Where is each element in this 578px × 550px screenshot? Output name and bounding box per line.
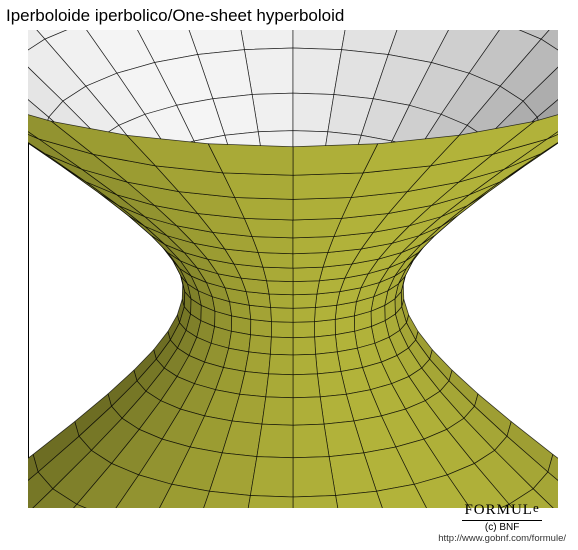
brand-suffix: e — [533, 500, 540, 515]
brand-prefix: FORMUL — [464, 502, 533, 518]
credits-brand: FORMULe — [462, 500, 541, 521]
credits-url: http://www.gobnf.com/formule/ — [438, 533, 566, 544]
hyperboloid-surface — [28, 30, 558, 508]
credits-copyright: (c) BNF — [438, 522, 566, 533]
plot-area — [28, 30, 558, 510]
chart-title: Iperboloide iperbolico/One-sheet hyperbo… — [6, 6, 344, 26]
credits-block: FORMULe (c) BNF http://www.gobnf.com/for… — [438, 500, 566, 544]
